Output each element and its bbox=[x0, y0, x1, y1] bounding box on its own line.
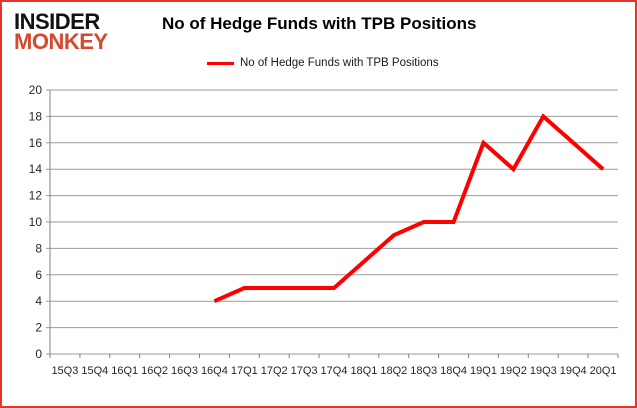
x-tick-label: 15Q3 bbox=[51, 365, 78, 377]
x-tick-label: 18Q4 bbox=[440, 365, 467, 377]
x-tick-label: 16Q3 bbox=[171, 365, 198, 377]
y-tick-label: 0 bbox=[35, 347, 42, 361]
chart-title: No of Hedge Funds with TPB Positions bbox=[162, 14, 477, 33]
logo-line-insider: INSIDER bbox=[14, 9, 100, 34]
y-tick-label: 14 bbox=[29, 162, 43, 176]
x-tick-label: 17Q3 bbox=[291, 365, 318, 377]
x-tick-label: 19Q1 bbox=[470, 365, 497, 377]
insider-monkey-logo: INSIDER MONKEY bbox=[14, 9, 108, 54]
x-tick-label: 17Q1 bbox=[231, 365, 258, 377]
x-tick-label: 18Q3 bbox=[410, 365, 437, 377]
logo-line-monkey: MONKEY bbox=[14, 29, 108, 54]
x-tick-label: 15Q4 bbox=[81, 365, 108, 377]
x-tick-label: 16Q2 bbox=[141, 365, 168, 377]
y-tick-label: 16 bbox=[29, 136, 43, 150]
y-tick-label: 18 bbox=[29, 109, 43, 123]
y-tick-label: 8 bbox=[35, 241, 42, 255]
y-tick-label: 20 bbox=[29, 83, 43, 97]
x-tick-label: 18Q1 bbox=[350, 365, 377, 377]
legend-line-swatch bbox=[207, 61, 234, 65]
legend-label: No of Hedge Funds with TPB Positions bbox=[240, 57, 439, 69]
y-tick-label: 6 bbox=[35, 268, 42, 282]
y-tick-label: 2 bbox=[35, 321, 42, 335]
x-tick-label: 18Q2 bbox=[380, 365, 407, 377]
x-tick-label: 19Q2 bbox=[500, 365, 527, 377]
y-tick-label: 10 bbox=[29, 215, 43, 229]
x-tick-label: 20Q1 bbox=[590, 365, 617, 377]
series-line bbox=[213, 113, 605, 304]
x-tick-label: 17Q2 bbox=[261, 365, 288, 377]
x-tick-label: 19Q4 bbox=[560, 365, 587, 377]
x-tick-label: 16Q4 bbox=[201, 365, 228, 377]
y-tick-label: 12 bbox=[29, 189, 43, 203]
x-tick-label: 17Q4 bbox=[321, 365, 348, 377]
x-tick-label: 19Q3 bbox=[530, 365, 557, 377]
y-tick-label: 4 bbox=[35, 294, 42, 308]
x-tick-label: 16Q1 bbox=[111, 365, 138, 377]
legend: No of Hedge Funds with TPB Positions bbox=[207, 57, 439, 69]
